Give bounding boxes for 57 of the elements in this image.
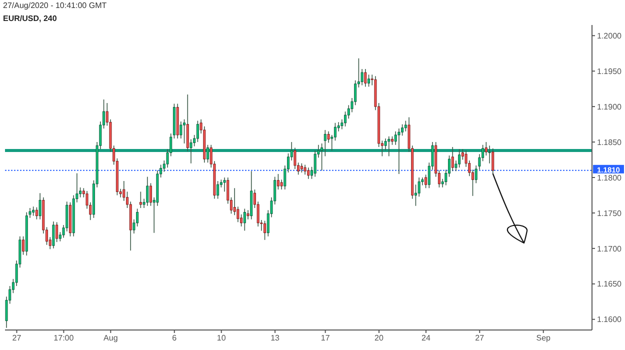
candlestick [56,222,58,242]
candlestick [492,148,494,174]
y-tick-label: 1.1950 [597,66,622,76]
x-tick-label: 13 [270,334,280,343]
chart-title: EUR/USD, 240 [3,14,57,23]
candlestick [206,144,210,164]
candlestick [300,162,303,173]
y-tick-label: 1.1650 [597,280,622,289]
candlestick [320,143,324,171]
candlestick [424,174,428,189]
candlestick [264,220,266,240]
candlestick [388,136,390,157]
y-tick-label: 1.1700 [597,244,622,254]
y-tick-label: 1.2000 [597,31,622,40]
candlestick [122,180,126,202]
candlestick [280,179,283,190]
candlestick [276,174,280,190]
x-tick-label: 10 [216,334,226,343]
x-tick-label: 27 [475,334,485,343]
x-tick-label: 17:00 [54,334,74,343]
candlestick [216,180,220,200]
candlestick [190,138,192,164]
y-tick-label: 1.1800 [597,173,622,182]
y-tick-label: 1.1900 [597,102,622,112]
candlestick [52,221,55,249]
candlestick [32,206,35,216]
candlestick [488,145,491,164]
x-tick-label: 17 [320,334,330,343]
candlestick [398,128,400,174]
candlestick [246,210,250,220]
text: 27/Aug/2020 - 10:41:00 GMT [3,1,107,10]
x-tick-label: Aug [104,334,118,343]
candlestick [146,176,149,206]
candlestick [304,164,306,176]
candlestick [368,74,370,88]
x-tick-label: 20 [374,334,384,343]
candlestick [35,206,38,220]
candlestick [404,120,407,132]
y-tick-label: 1.1850 [597,138,622,147]
candlestick [223,177,226,192]
x-tick-label: 24 [422,334,431,343]
candlestick [139,191,142,208]
x-tick-label: Sep [536,334,552,343]
y-tick-label: 1.1600 [597,315,622,324]
candlestick [22,236,25,256]
candlestick [243,208,246,232]
candlestick [324,130,326,157]
x-tick-label: 27 [12,334,22,343]
candlestick [307,167,310,180]
candlestick [418,177,420,198]
candlestick [196,120,199,142]
candlestick [38,192,42,220]
candlestick [451,146,454,172]
candlestick [364,68,367,88]
y-tick-label: 1.1750 [597,208,622,218]
x-tick-label: 6 [172,334,178,343]
candlestick [458,148,461,168]
